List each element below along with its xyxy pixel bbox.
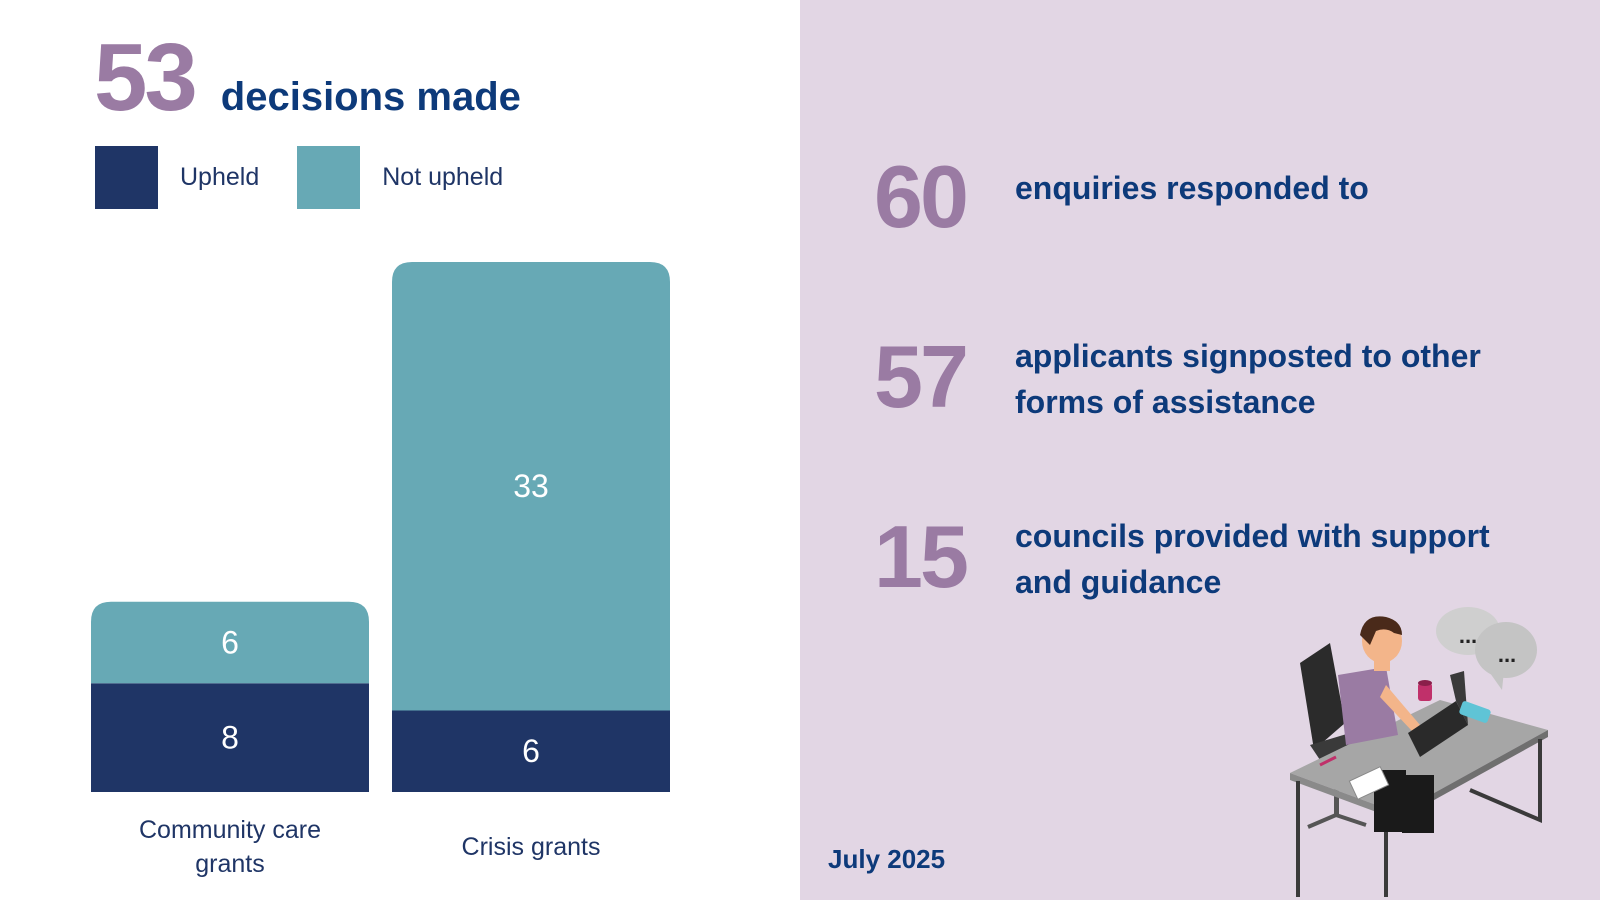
stat-enquiries-text: enquiries responded to [1015, 170, 1369, 206]
stat-signposted-text: applicants signposted to other forms of … [1015, 338, 1481, 420]
data-label-not-upheld-1: 6 [221, 625, 239, 661]
legend-item-upheld: Upheld [95, 146, 259, 209]
stat-signposted-value: 57 [874, 327, 969, 426]
stat-enquiries: 60 enquiries responded to [845, 153, 1555, 241]
desk-icon [1290, 700, 1548, 897]
person-icon [1338, 616, 1434, 833]
data-label-not-upheld-2: 33 [513, 468, 549, 504]
stat-councils-value: 15 [874, 507, 969, 606]
data-label-upheld-1: 8 [221, 720, 239, 756]
notepad-icon [1348, 766, 1390, 800]
legend-label-not-upheld: Not upheld [382, 163, 504, 191]
decisions-count: 53 [94, 24, 198, 131]
category-label-2: Crisis grants [462, 833, 601, 861]
chart-panel: 53 decisions made Upheld Not upheld 8 6 6 3… [91, 29, 670, 878]
stacked-bar-chart: 8 6 6 33 Community care grants Crisis grants [91, 262, 670, 878]
chart-legend: Upheld Not upheld [95, 146, 541, 209]
bar-not-upheld-2 [392, 262, 670, 711]
speech-bubble-icon: ... ... [1436, 607, 1537, 690]
legend-swatch-upheld [95, 146, 158, 209]
stat-councils-text: councils provided with support and guida… [1015, 518, 1490, 600]
stat-signposted: 57 applicants signposted to other forms … [845, 333, 1555, 425]
person-at-desk-illustration: ... ... [1290, 607, 1548, 897]
bar-not-upheld-1 [91, 601, 369, 684]
report-date: July 2025 [828, 844, 946, 874]
stat-enquiries-value: 60 [874, 147, 969, 246]
mug-icon [1418, 680, 1432, 701]
decisions-label: decisions made [220, 75, 521, 119]
legend-item-not-upheld: Not upheld [297, 146, 503, 209]
bar-upheld-1 [91, 683, 369, 792]
bar-upheld-2 [392, 710, 670, 792]
speech-bubble-text-2: ... [1498, 642, 1516, 667]
decisions-headline: 53 decisions made [94, 30, 521, 126]
phone-icon [1459, 701, 1491, 723]
legend-label-upheld: Upheld [180, 163, 260, 191]
speech-bubble-text-1: ... [1459, 623, 1477, 648]
category-label-1: Community care grants [139, 816, 321, 878]
pen-icon [1319, 755, 1337, 767]
data-label-upheld-2: 6 [522, 733, 540, 769]
stat-councils: 15 councils provided with support and gu… [845, 513, 1555, 605]
legend-swatch-not-upheld [297, 146, 361, 209]
